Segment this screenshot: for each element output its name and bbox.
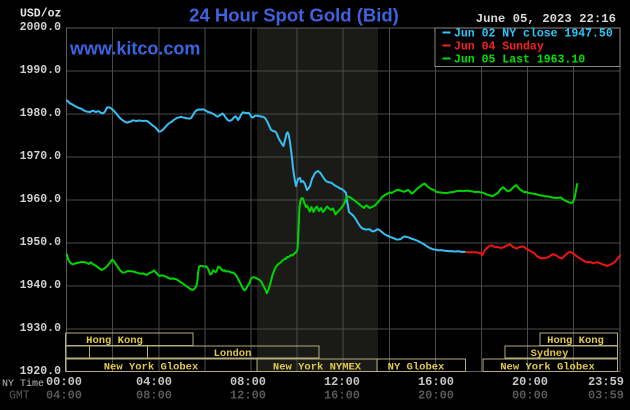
svg-text:03:59: 03:59 — [588, 389, 624, 403]
svg-text:New York NYMEX: New York NYMEX — [273, 361, 362, 373]
svg-text:1990.0: 1990.0 — [20, 64, 62, 77]
svg-text:NY Time: NY Time — [2, 378, 44, 390]
svg-text:00:00: 00:00 — [512, 389, 548, 403]
svg-text:1920.0: 1920.0 — [20, 365, 62, 378]
svg-text:12:00: 12:00 — [324, 375, 360, 389]
svg-text:24 Hour Spot Gold (Bid): 24 Hour Spot Gold (Bid) — [189, 5, 399, 26]
svg-text:www.kitco.com: www.kitco.com — [69, 39, 200, 59]
svg-text:New York Globex: New York Globex — [104, 361, 199, 373]
svg-text:New York Globex: New York Globex — [500, 361, 595, 373]
svg-text:16:00: 16:00 — [324, 389, 360, 403]
svg-text:GMT: GMT — [9, 390, 30, 403]
svg-text:16:00: 16:00 — [418, 375, 454, 389]
svg-text:20:00: 20:00 — [418, 389, 454, 403]
svg-text:12:00: 12:00 — [230, 389, 266, 403]
svg-text:2000.0: 2000.0 — [20, 21, 62, 34]
svg-text:23:59: 23:59 — [588, 375, 624, 389]
svg-text:1970.0: 1970.0 — [20, 150, 62, 163]
svg-text:04:00: 04:00 — [46, 389, 82, 403]
svg-text:1940.0: 1940.0 — [20, 279, 62, 292]
svg-text:1950.0: 1950.0 — [20, 236, 62, 249]
svg-text:04:00: 04:00 — [136, 375, 172, 389]
svg-text:Jun 02 NY close 1947.50: Jun 02 NY close 1947.50 — [454, 28, 613, 41]
svg-text:Hong Kong: Hong Kong — [547, 335, 604, 347]
svg-text:NY Globex: NY Globex — [388, 361, 445, 373]
svg-text:00:00: 00:00 — [46, 375, 82, 389]
svg-text:1930.0: 1930.0 — [20, 322, 62, 335]
svg-text:08:00: 08:00 — [230, 375, 266, 389]
svg-text:1980.0: 1980.0 — [20, 107, 62, 120]
svg-text:June 05, 2023 22:16: June 05, 2023 22:16 — [476, 12, 616, 26]
svg-text:USD/oz: USD/oz — [20, 8, 62, 21]
svg-text:Hong Kong: Hong Kong — [86, 335, 143, 347]
svg-text:1960.0: 1960.0 — [20, 193, 62, 206]
svg-text:Jun 05 Last 1963.10: Jun 05 Last 1963.10 — [454, 54, 585, 67]
svg-text:20:00: 20:00 — [512, 375, 548, 389]
svg-text:Jun 04 Sunday: Jun 04 Sunday — [454, 41, 544, 54]
svg-text:London: London — [214, 348, 252, 360]
svg-text:Sydney: Sydney — [531, 348, 570, 360]
svg-text:08:00: 08:00 — [136, 389, 172, 403]
